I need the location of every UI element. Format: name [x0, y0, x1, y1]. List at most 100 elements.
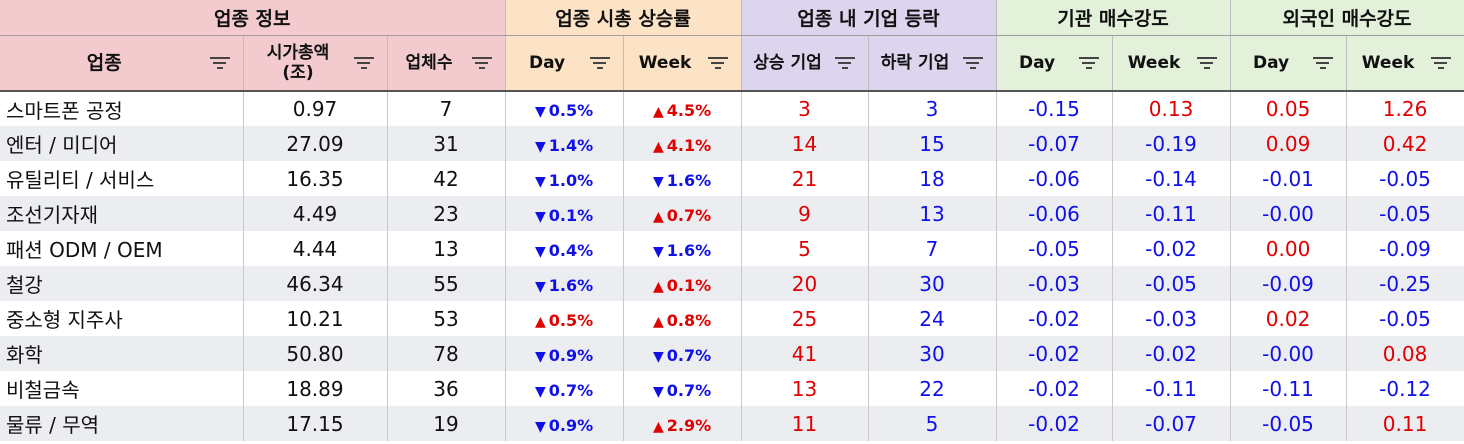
mcap-cell: 4.49: [243, 196, 388, 231]
triangle-down-icon: ▼: [534, 138, 546, 155]
fall-cell: 13: [868, 196, 997, 231]
table-row[interactable]: 중소형 지주사 10.21 53 ▲ 0.5% ▲ 0.8% 25 24 -0.02 -0.03 0.…: [0, 301, 1464, 336]
cap-day-cell: ▼ 1.4%: [505, 126, 624, 161]
rise-cell: 14: [741, 126, 869, 161]
triangle-down-icon: ▼: [534, 243, 546, 260]
percent-value: 0.7%: [666, 380, 712, 400]
rise-cell: 3: [741, 91, 869, 126]
for-day-cell: -0.09: [1230, 266, 1347, 301]
percent-value: 0.8%: [666, 310, 712, 330]
filter-icon[interactable]: [1196, 56, 1218, 69]
for-day-cell: 0.00: [1230, 231, 1347, 266]
triangle-down-icon: ▼: [534, 173, 546, 190]
triangle-down-icon: ▼: [534, 278, 546, 295]
column-label: 시가총액: [266, 42, 330, 63]
filter-icon[interactable]: [471, 56, 493, 69]
cap-day-cell: ▼ 0.9%: [505, 336, 624, 371]
count-cell: 42: [387, 161, 506, 196]
filter-icon[interactable]: [1430, 56, 1452, 69]
filter-icon[interactable]: [834, 56, 856, 69]
column-header-mcap: 시가총액 (조): [243, 35, 388, 92]
count-cell: 13: [387, 231, 506, 266]
table-row[interactable]: 물류 / 무역 17.15 19 ▼ 0.9% ▲ 2.9% 11 5 -0.02 -0.07 -0.…: [0, 406, 1464, 441]
cap-week-cell: ▼ 0.7%: [623, 371, 742, 406]
for-week-cell: -0.05: [1346, 301, 1464, 336]
triangle-up-icon: ▲: [652, 208, 664, 225]
cap-day-cell: ▼ 0.7%: [505, 371, 624, 406]
count-cell: 78: [387, 336, 506, 371]
column-header-for-day: Day: [1230, 35, 1347, 92]
rise-cell: 25: [741, 301, 869, 336]
count-cell: 53: [387, 301, 506, 336]
inst-week-cell: -0.11: [1112, 196, 1231, 231]
column-header-cap-day: Day: [505, 35, 624, 92]
sector-name-cell: 물류 / 무역: [0, 406, 244, 441]
group-header-foreign: 외국인 매수강도: [1230, 0, 1464, 36]
inst-week-cell: -0.14: [1112, 161, 1231, 196]
cap-week-cell: ▲ 4.1%: [623, 126, 742, 161]
group-header-company-updown: 업종 내 기업 등락: [741, 0, 997, 36]
for-day-cell: -0.05: [1230, 406, 1347, 441]
inst-week-cell: -0.11: [1112, 371, 1231, 406]
count-cell: 19: [387, 406, 506, 441]
fall-cell: 5: [868, 406, 997, 441]
inst-week-cell: -0.02: [1112, 231, 1231, 266]
filter-icon[interactable]: [1078, 56, 1100, 69]
percent-value: 0.9%: [548, 415, 594, 435]
inst-day-cell: -0.03: [996, 266, 1113, 301]
mcap-cell: 0.97: [243, 91, 388, 126]
table-row[interactable]: 패션 ODM / OEM 4.44 13 ▼ 0.4% ▼ 1.6% 5 7 -0.05 -0.02…: [0, 231, 1464, 266]
cap-day-cell: ▲ 0.5%: [505, 301, 624, 336]
cap-day-cell: ▼ 0.1%: [505, 196, 624, 231]
table-row[interactable]: 철강 46.34 55 ▼ 1.6% ▲ 0.1% 20 30 -0.03 -0.05 -0.09 -0…: [0, 266, 1464, 301]
cap-week-cell: ▲ 2.9%: [623, 406, 742, 441]
for-day-cell: 0.05: [1230, 91, 1347, 126]
filter-icon[interactable]: [1312, 56, 1334, 69]
fall-cell: 30: [868, 266, 997, 301]
sector-name-cell: 유틸리티 / 서비스: [0, 161, 244, 196]
table-row[interactable]: 비철금속 18.89 36 ▼ 0.7% ▼ 0.7% 13 22 -0.02 -0.11 -0.11…: [0, 371, 1464, 406]
inst-day-cell: -0.05: [996, 231, 1113, 266]
filter-icon[interactable]: [209, 56, 231, 69]
percent-value: 4.5%: [666, 101, 712, 120]
group-header-sector-info: 업종 정보: [0, 0, 506, 36]
cap-week-cell: ▼ 0.7%: [623, 336, 742, 371]
count-cell: 55: [387, 266, 506, 301]
rise-cell: 13: [741, 371, 869, 406]
triangle-down-icon: ▼: [534, 208, 546, 225]
table-row[interactable]: 화학 50.80 78 ▼ 0.9% ▼ 0.7% 41 30 -0.02 -0.02 -0.00 0.…: [0, 336, 1464, 371]
for-week-cell: 0.08: [1346, 336, 1464, 371]
for-week-cell: -0.05: [1346, 196, 1464, 231]
sector-name-cell: 패션 ODM / OEM: [0, 231, 244, 266]
count-cell: 23: [387, 196, 506, 231]
filter-icon[interactable]: [589, 56, 611, 69]
table-row[interactable]: 스마트폰 공정 0.97 7 ▼ 0.5% ▲ 4.5% 3 3 -0.15 0.13 0.05 1.2…: [0, 91, 1464, 126]
for-week-cell: -0.09: [1346, 231, 1464, 266]
mcap-cell: 16.35: [243, 161, 388, 196]
percent-value: 1.6%: [666, 240, 712, 260]
for-day-cell: -0.11: [1230, 371, 1347, 406]
triangle-down-icon: ▼: [534, 104, 546, 120]
table-row[interactable]: 엔터 / 미디어 27.09 31 ▼ 1.4% ▲ 4.1% 14 15 -0.07 -0.19 0…: [0, 126, 1464, 161]
percent-value: 0.4%: [548, 240, 594, 260]
filter-icon[interactable]: [707, 56, 729, 69]
inst-week-cell: -0.02: [1112, 336, 1231, 371]
fall-cell: 22: [868, 371, 997, 406]
percent-value: 0.1%: [548, 205, 594, 225]
mcap-cell: 18.89: [243, 371, 388, 406]
mcap-cell: 17.15: [243, 406, 388, 441]
triangle-down-icon: ▼: [534, 383, 546, 400]
for-week-cell: 0.11: [1346, 406, 1464, 441]
column-label: 업종: [86, 51, 122, 74]
filter-icon[interactable]: [353, 56, 375, 69]
table-row[interactable]: 조선기자재 4.49 23 ▼ 0.1% ▲ 0.7% 9 13 -0.06 -0.11 -0.00-…: [0, 196, 1464, 231]
triangle-up-icon: ▲: [534, 313, 546, 330]
table-row[interactable]: 유틸리티 / 서비스 16.35 42 ▼ 1.0% ▼ 1.6% 21 18 -0.06 -0.1…: [0, 161, 1464, 196]
inst-day-cell: -0.02: [996, 371, 1113, 406]
mcap-cell: 50.80: [243, 336, 388, 371]
triangle-down-icon: ▼: [534, 418, 546, 435]
filter-icon[interactable]: [962, 56, 984, 69]
group-header-mcap-change: 업종 시총 상승률: [505, 0, 742, 36]
triangle-up-icon: ▲: [652, 313, 664, 330]
column-label: 하락 기업: [880, 52, 950, 73]
